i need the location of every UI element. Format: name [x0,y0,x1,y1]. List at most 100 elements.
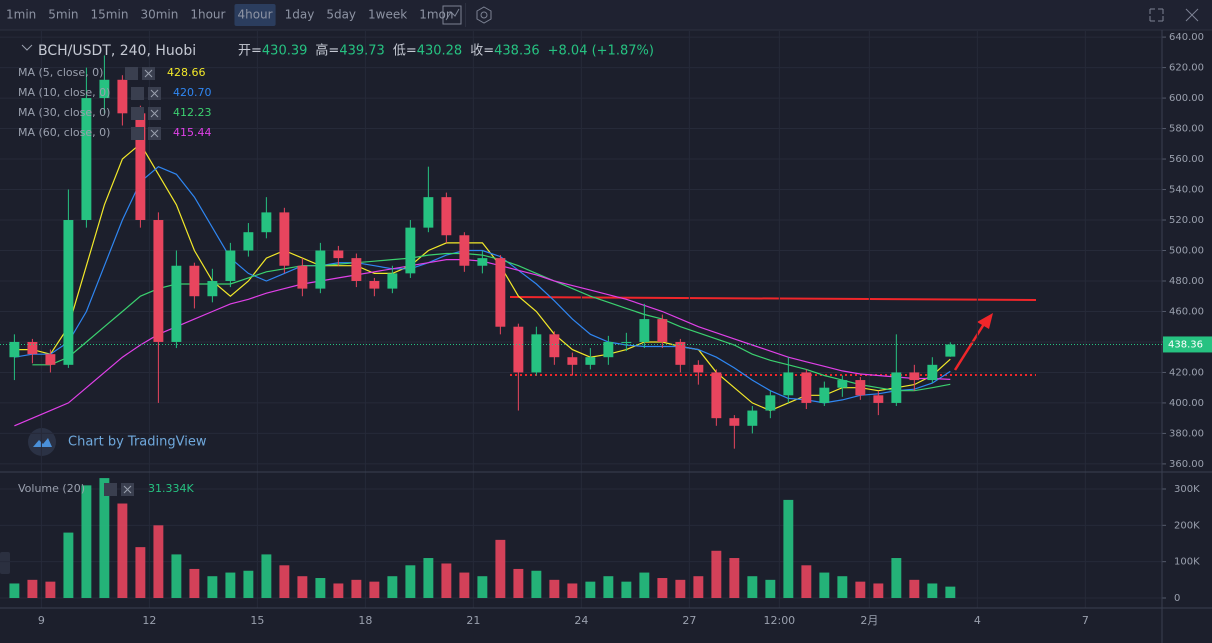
y-tick-label: 560.00 [1169,154,1204,165]
remove-glyph [150,89,159,98]
candle-body [387,273,398,289]
volume-bar [729,558,740,599]
y-tick-label: 580.00 [1169,124,1204,135]
interval-button[interactable]: 5min [48,8,78,22]
candle-body [711,372,722,419]
candle-body [405,227,416,274]
settings-button[interactable] [131,107,144,120]
x-tick-label: 12:00 [763,614,795,627]
x-tick-label: 21 [466,614,480,627]
volume-bar [135,547,146,599]
volume-bar [333,583,344,599]
x-tick-label: 15 [250,614,264,627]
volume-bar [909,579,920,599]
interval-button[interactable]: 5day [326,8,356,22]
candle-body [351,258,362,281]
price-label: 438.36 [1168,339,1203,350]
volume-bar [711,550,722,599]
candle-body [783,372,794,396]
volume-legend-value: 31.334K [148,482,194,495]
candle-body [207,280,218,297]
candle-body [9,341,20,358]
volume-bar [297,576,308,599]
volume-bar [63,532,74,599]
toolbar [0,0,1212,30]
volume-bar [261,554,272,599]
candle-body [747,410,758,426]
interval-button[interactable]: 15min [91,8,129,22]
collapse-icon[interactable] [21,44,33,51]
ohlc-value: 430.28 [417,44,463,59]
candle-body [891,372,902,403]
volume-bar [603,576,614,599]
volume-bar [99,478,110,599]
x-tick-label: 2月 [860,614,878,627]
settings-icon[interactable] [476,6,492,24]
interval-button[interactable]: 1hour [190,8,225,22]
ohlc-value: 439.73 [339,44,385,59]
candle-body [81,98,92,221]
volume-bar [207,576,218,599]
volume-bar [531,570,542,599]
y-tick-label: 0 [1174,593,1180,604]
ohlc-label: 收= [470,44,494,59]
fullscreen-icon[interactable] [1149,8,1164,22]
settings-button[interactable] [131,87,144,100]
candle-body [477,258,488,266]
x-tick-label: 9 [38,614,45,627]
close-icon[interactable] [1185,8,1199,22]
remove-glyph [150,129,159,138]
x-tick-label: 24 [574,614,588,627]
candle-body [675,341,686,365]
ohlc-label: 高= [315,43,339,59]
volume-bar [117,503,128,599]
settings-button[interactable] [131,127,144,140]
y-tick-label: 100K [1174,557,1200,568]
interval-button[interactable]: 1mon [419,8,453,22]
candle-body [945,344,956,357]
candle-body [729,418,740,426]
candle-body [333,250,344,259]
interval-button[interactable]: 4hour [237,8,272,22]
settings-button[interactable] [104,483,117,496]
candle-body [513,326,524,373]
candle-body [63,220,74,365]
volume-bar [513,568,524,599]
candle-body [603,341,614,358]
interval-button[interactable]: 1min [6,8,36,22]
y-tick-label: 380.00 [1169,428,1204,439]
volume-bar [459,572,470,599]
interval-button[interactable]: 30min [140,8,178,22]
arrow-shaft [953,323,986,371]
volume-bar [945,586,956,599]
volume-bar [441,563,452,599]
y-tick-label: 360.00 [1169,459,1204,470]
candle-body [27,341,38,355]
interval-button[interactable]: 1week [368,8,407,22]
candle-body [171,265,182,342]
scroll-handle[interactable] [0,552,10,574]
logo-glyph [33,438,52,447]
logo-circle [28,428,56,456]
indicator-icon[interactable] [442,5,462,25]
volume-bar [351,579,362,599]
ma-legend-value: 412.23 [173,106,212,119]
candle-body [423,197,434,228]
candle-body [567,357,578,365]
y-tick-label: 600.00 [1169,93,1204,104]
settings-button[interactable] [125,67,138,80]
volume-bar [621,581,632,599]
candle-body [117,79,128,114]
interval-button[interactable]: 1day [285,8,315,22]
drawings [509,296,1037,376]
ma-legend-value: 415.44 [173,126,212,139]
candle-body [927,364,938,381]
candle-body [873,395,884,403]
ohlc-value: 438.36 [494,44,540,59]
candle-body [189,265,200,297]
candle-body [855,380,866,396]
candle-body [693,364,704,373]
plot [9,55,956,599]
volume-bar [927,583,938,599]
x-tick-label: 12 [142,614,156,627]
